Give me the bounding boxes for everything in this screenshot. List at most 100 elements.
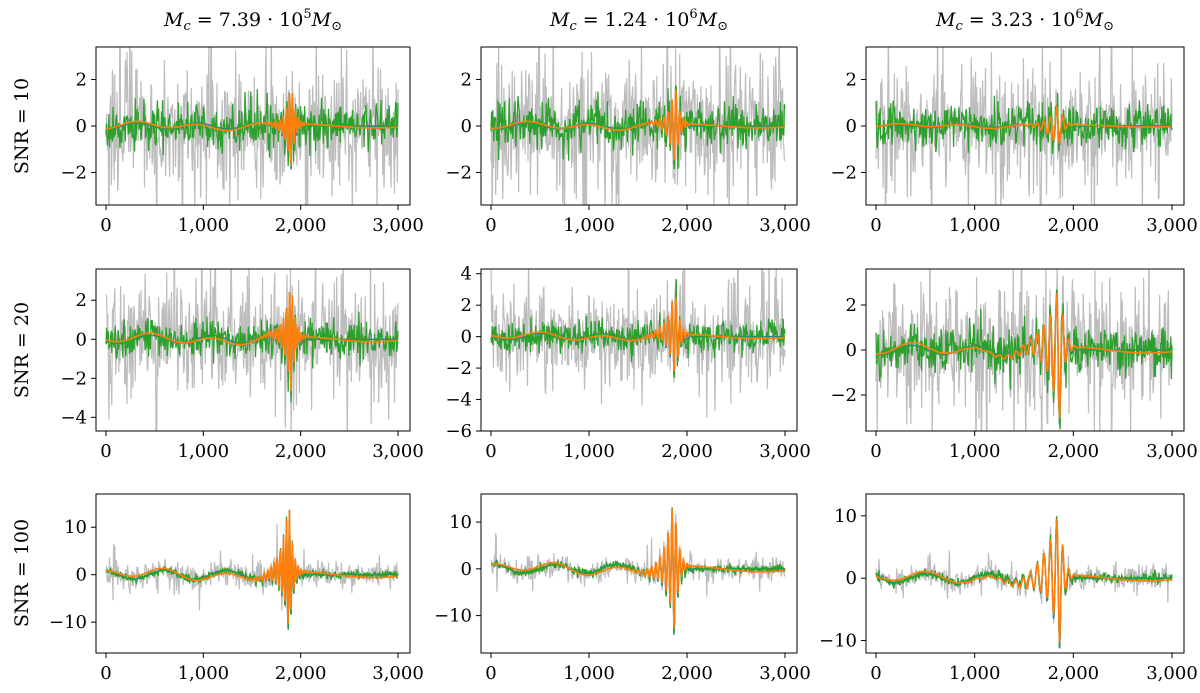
series-reconstruction-b-line xyxy=(875,104,1173,144)
subplot-r2c3: 0 1,000 2,000 3,000 −2 0 2 xyxy=(830,268,1198,462)
x-tick-label: 0 xyxy=(870,663,881,684)
column-title-3: Mc = 3.23 · 106M⊙ xyxy=(935,7,1114,34)
y-tick-label: −2 xyxy=(830,385,857,406)
y-tick-label: −2 xyxy=(445,162,472,183)
y-tick-label: −4 xyxy=(445,390,472,411)
y-tick-label: −2 xyxy=(60,162,87,183)
y-tick-label: 0 xyxy=(846,340,857,361)
subplot-r1c3: 0 1,000 2,000 3,000 −2 0 2 xyxy=(830,46,1198,236)
y-tick-label: 0 xyxy=(76,329,87,350)
series-noisy-line xyxy=(875,516,1173,649)
column-title-2: Mc = 1.24 · 106M⊙ xyxy=(549,7,728,34)
y-tick-label: −4 xyxy=(60,407,87,428)
y-tick-label: 10 xyxy=(834,506,857,527)
axes-frame xyxy=(865,493,1185,654)
x-tick-label: 2,000 xyxy=(1048,215,1100,236)
subplot-r2c2: 0 1,000 2,000 3,000 −6 −4 −2 0 2 4 xyxy=(445,264,811,462)
x-tick-label: 2,000 xyxy=(661,663,713,684)
y-tick-label: −10 xyxy=(49,612,87,633)
x-tick-label: 3,000 xyxy=(1146,215,1198,236)
series-reconstruction-a-line xyxy=(490,507,786,635)
series-reconstruction-b-line xyxy=(106,510,398,624)
subplot-r3c2: 0 1,000 2,000 3,000 −10 0 10 xyxy=(434,493,811,684)
subplot-r2c1: 0 1,000 2,000 3,000 −4 −2 0 2 xyxy=(60,268,424,462)
x-tick-label: 1,000 xyxy=(178,215,230,236)
x-tick-label: 3,000 xyxy=(1146,441,1198,462)
series-noisy-line xyxy=(875,269,1173,431)
series-reconstruction-b-line xyxy=(490,89,785,161)
x-tick-label: 3,000 xyxy=(372,441,424,462)
y-tick-label: 0 xyxy=(461,559,472,580)
axes-frame xyxy=(95,493,411,654)
x-tick-label: 2,000 xyxy=(1048,663,1100,684)
axes-frame xyxy=(95,268,411,432)
y-tick-label: −10 xyxy=(819,631,857,652)
y-tick-label: 0 xyxy=(461,116,472,137)
x-tick-label: 3,000 xyxy=(1146,663,1198,684)
row-label-snr-10: SNR = 10 xyxy=(11,78,33,174)
series-truth-line xyxy=(875,518,1172,649)
x-tick-label: 3,000 xyxy=(759,441,811,462)
x-tick-label: 3,000 xyxy=(759,663,811,684)
x-tick-label: 1,000 xyxy=(178,441,230,462)
panels: 0 1,000 2,000 3,000 −2 0 2 0 1,000 2,000 3,000 −2 0 2… xyxy=(49,46,1198,684)
y-tick-label: 0 xyxy=(76,116,87,137)
y-tick-label: 0 xyxy=(846,116,857,137)
x-tick-label: 0 xyxy=(485,215,496,236)
x-tick-label: 1,000 xyxy=(563,663,615,684)
series-reconstruction-b-line xyxy=(490,296,786,372)
subplot-r3c3: 0 1,000 2,000 3,000 −10 0 10 xyxy=(819,493,1198,684)
y-tick-label: 2 xyxy=(461,295,472,316)
y-tick-label: 10 xyxy=(449,512,472,533)
series-reconstruction-a-line xyxy=(875,516,1173,649)
y-tick-label: 0 xyxy=(461,327,472,348)
x-tick-label: 3,000 xyxy=(759,215,811,236)
x-tick-label: 1,000 xyxy=(563,441,615,462)
x-tick-label: 2,000 xyxy=(661,441,713,462)
axes-frame xyxy=(480,268,798,432)
row-label-snr-20: SNR = 20 xyxy=(11,302,33,398)
series-reconstruction-a-line xyxy=(875,92,1173,154)
y-tick-label: −6 xyxy=(445,421,472,442)
x-tick-label: 0 xyxy=(485,663,496,684)
x-tick-label: 0 xyxy=(100,663,111,684)
y-tick-label: 0 xyxy=(76,565,87,586)
column-title-1: Mc = 7.39 · 105M⊙ xyxy=(163,7,342,34)
x-tick-label: 3,000 xyxy=(372,663,424,684)
series-noisy-line xyxy=(490,47,786,205)
x-tick-label: 1,000 xyxy=(563,215,615,236)
x-tick-label: 0 xyxy=(870,441,881,462)
y-tick-label: 2 xyxy=(461,70,472,91)
x-tick-label: 2,000 xyxy=(1048,441,1100,462)
y-tick-label: 2 xyxy=(76,290,87,311)
series-noisy-line xyxy=(105,515,399,623)
series-noisy-line xyxy=(105,47,399,205)
x-tick-label: 0 xyxy=(100,215,111,236)
axes-frame xyxy=(480,493,798,654)
subplot-r1c1: 0 1,000 2,000 3,000 −2 0 2 xyxy=(60,46,424,236)
series-reconstruction-b-line xyxy=(490,508,786,628)
x-tick-label: 1,000 xyxy=(949,215,1001,236)
x-tick-label: 2,000 xyxy=(275,215,327,236)
series-reconstruction-b-line xyxy=(875,293,1173,419)
series-reconstruction-a-line xyxy=(105,511,399,631)
series-reconstruction-a-line xyxy=(490,278,786,379)
y-tick-label: −2 xyxy=(445,358,472,379)
x-tick-label: 2,000 xyxy=(661,215,713,236)
x-tick-label: 2,000 xyxy=(275,663,327,684)
series-noisy-line xyxy=(490,269,786,419)
x-tick-label: 1,000 xyxy=(178,663,230,684)
y-tick-label: 4 xyxy=(461,264,472,285)
series-reconstruction-a-line xyxy=(105,89,399,167)
x-tick-label: 0 xyxy=(100,441,111,462)
series-reconstruction-a-line xyxy=(105,295,399,403)
y-tick-label: −2 xyxy=(60,368,87,389)
x-tick-label: 2,000 xyxy=(275,441,327,462)
y-tick-label: 2 xyxy=(846,295,857,316)
x-tick-label: 0 xyxy=(485,441,496,462)
subplot-r3c1: 0 1,000 2,000 3,000 −10 0 10 xyxy=(49,493,424,684)
y-tick-label: 2 xyxy=(846,70,857,91)
y-tick-label: −2 xyxy=(830,162,857,183)
x-tick-label: 3,000 xyxy=(372,215,424,236)
